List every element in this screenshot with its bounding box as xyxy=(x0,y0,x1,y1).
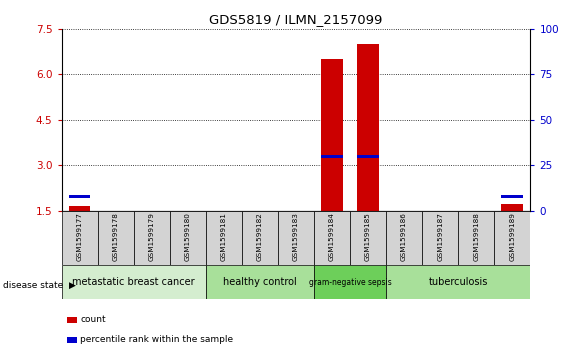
Bar xyxy=(422,211,458,265)
Bar xyxy=(69,206,90,211)
Text: disease state  ▶: disease state ▶ xyxy=(3,281,76,289)
Text: GSM1599189: GSM1599189 xyxy=(509,212,515,261)
Bar xyxy=(321,155,343,158)
Bar xyxy=(134,211,170,265)
Bar xyxy=(502,204,523,211)
Bar xyxy=(502,195,523,199)
Bar xyxy=(357,44,379,211)
Text: GSM1599183: GSM1599183 xyxy=(293,212,299,261)
Bar xyxy=(357,155,379,158)
Bar xyxy=(242,211,278,265)
Text: GSM1599179: GSM1599179 xyxy=(149,212,155,261)
Bar xyxy=(62,211,98,265)
Bar xyxy=(98,211,134,265)
Bar xyxy=(458,211,494,265)
Bar xyxy=(314,211,350,265)
Text: GSM1599186: GSM1599186 xyxy=(401,212,407,261)
Bar xyxy=(170,211,206,265)
Bar xyxy=(69,195,90,199)
Text: percentile rank within the sample: percentile rank within the sample xyxy=(80,335,233,344)
Text: GSM1599185: GSM1599185 xyxy=(365,212,371,261)
Text: tuberculosis: tuberculosis xyxy=(428,277,488,287)
Text: GSM1599178: GSM1599178 xyxy=(113,212,118,261)
Bar xyxy=(278,211,314,265)
Bar xyxy=(206,211,242,265)
Text: GSM1599182: GSM1599182 xyxy=(257,212,263,261)
Bar xyxy=(314,265,386,299)
Text: gram-negative sepsis: gram-negative sepsis xyxy=(309,278,391,287)
Text: healthy control: healthy control xyxy=(223,277,297,287)
Text: GSM1599184: GSM1599184 xyxy=(329,212,335,261)
Text: GSM1599177: GSM1599177 xyxy=(77,212,83,261)
Text: metastatic breast cancer: metastatic breast cancer xyxy=(72,277,195,287)
Text: GSM1599181: GSM1599181 xyxy=(221,212,227,261)
Text: count: count xyxy=(80,315,106,324)
Bar xyxy=(321,59,343,211)
Text: GSM1599188: GSM1599188 xyxy=(473,212,479,261)
Bar xyxy=(386,265,530,299)
Title: GDS5819 / ILMN_2157099: GDS5819 / ILMN_2157099 xyxy=(209,13,383,26)
Bar xyxy=(494,211,530,265)
Text: GSM1599187: GSM1599187 xyxy=(437,212,443,261)
Text: GSM1599180: GSM1599180 xyxy=(185,212,191,261)
Bar xyxy=(62,265,206,299)
Bar xyxy=(350,211,386,265)
Bar xyxy=(206,265,314,299)
Bar xyxy=(386,211,422,265)
